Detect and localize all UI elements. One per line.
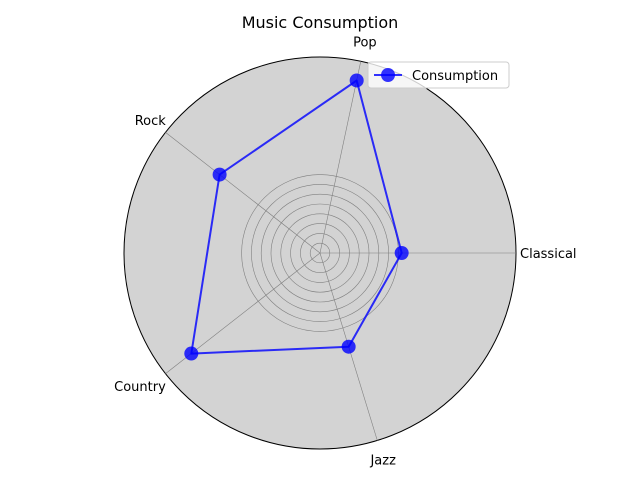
- legend-label: Consumption: [412, 69, 498, 84]
- category-label-country: Country: [114, 380, 166, 395]
- legend-marker: [381, 68, 395, 82]
- spoke-pop: [319, 61, 362, 254]
- legend-box: [367, 61, 510, 89]
- chart-title: Music Consumption: [242, 13, 399, 32]
- category-label-jazz: Jazz: [369, 454, 396, 469]
- legend: Consumption: [367, 61, 510, 89]
- category-label-classical: Classical: [520, 247, 577, 262]
- category-label-pop: Pop: [353, 36, 377, 51]
- spoke-rock: [165, 132, 321, 254]
- category-label-rock: Rock: [135, 114, 167, 129]
- data-point-pop: [349, 73, 364, 88]
- data-point-country: [184, 346, 199, 361]
- data-point-rock: [212, 167, 227, 182]
- data-point-classical: [394, 246, 409, 260]
- data-point-jazz: [341, 339, 356, 354]
- series-line-consumption: [190, 79, 403, 355]
